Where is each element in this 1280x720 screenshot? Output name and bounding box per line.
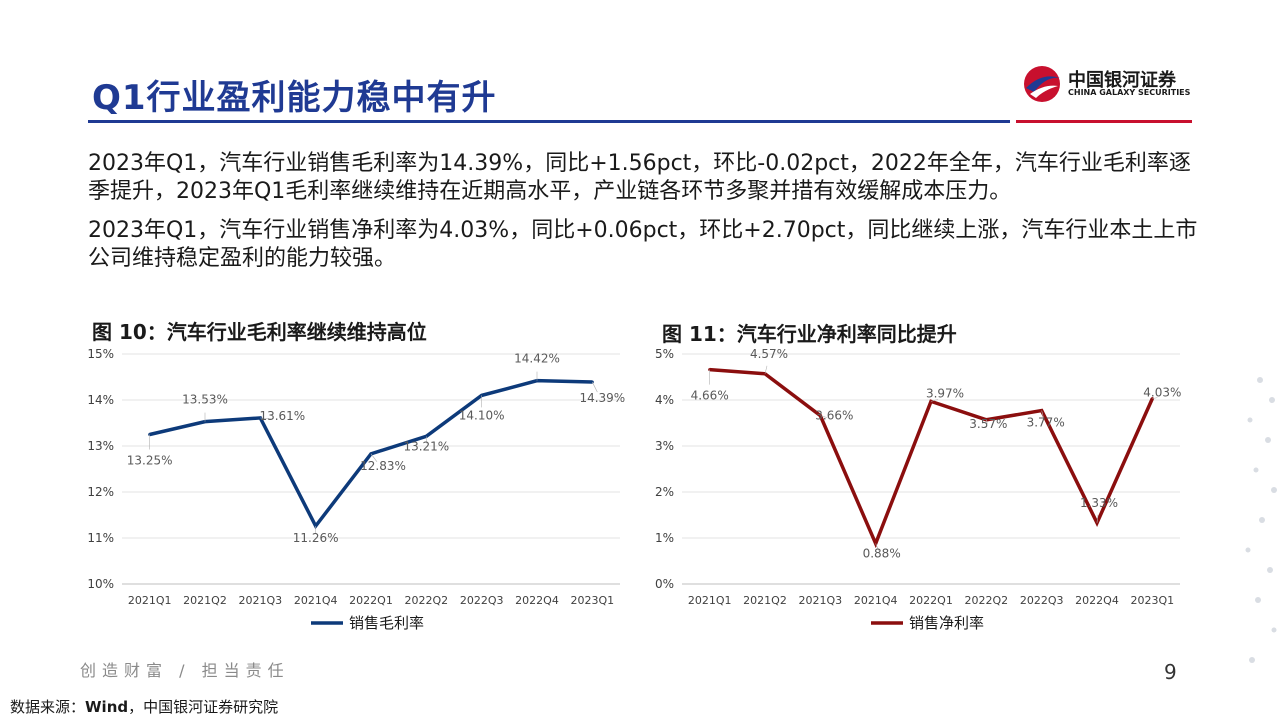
- data-label: 11.26%: [293, 531, 339, 545]
- chart-title-net-margin: 图 11：汽车行业净利率同比提升: [662, 322, 957, 346]
- y-tick-label: 13%: [87, 439, 114, 453]
- x-tick-label: 2022Q3: [1020, 594, 1064, 607]
- y-tick-label: 1%: [655, 531, 674, 545]
- company-logo: 中国银河证券 CHINA GALAXY SECURITIES: [1020, 62, 1200, 108]
- y-tick-label: 15%: [87, 347, 114, 361]
- data-label: 14.39%: [579, 391, 625, 405]
- header-rule-blue: [88, 120, 1010, 123]
- data-point: [258, 416, 262, 420]
- label-leader: [1152, 397, 1158, 399]
- label-leader: [875, 543, 879, 551]
- legend-label: 销售净利率: [909, 614, 984, 632]
- label-leader: [592, 381, 598, 393]
- data-label: 3.57%: [969, 417, 1007, 431]
- data-label: 4.66%: [691, 389, 729, 403]
- data-point: [1150, 397, 1154, 401]
- x-tick-label: 2021Q3: [799, 594, 843, 607]
- paragraph-gross-margin: 2023年Q1，汽车行业销售毛利率为14.39%，同比+1.56pct，环比-0…: [88, 151, 1191, 204]
- x-tick-label: 2021Q4: [294, 594, 338, 607]
- data-label: 13.61%: [259, 409, 305, 423]
- label-leader: [260, 417, 272, 420]
- label-leader: [986, 419, 988, 424]
- x-tick-label: 2021Q1: [688, 594, 732, 607]
- x-tick-label: 2022Q2: [965, 594, 1009, 607]
- x-tick-label: 2022Q4: [1075, 594, 1119, 607]
- data-point: [929, 399, 933, 403]
- data-label: 4.03%: [1143, 386, 1181, 400]
- data-label: 13.53%: [182, 393, 228, 407]
- y-tick-label: 10%: [87, 577, 114, 591]
- decorative-dots: [1245, 377, 1277, 663]
- x-tick-label: 2022Q4: [515, 594, 559, 607]
- source-label: 数据来源：: [10, 698, 86, 716]
- data-point: [590, 380, 594, 384]
- label-leader: [764, 365, 768, 374]
- x-tick-label: 2021Q1: [128, 594, 172, 607]
- footer-slogan: 创造财富 / 担当责任: [80, 661, 290, 680]
- page-number: 9: [1164, 660, 1177, 684]
- y-tick-label: 12%: [87, 485, 114, 499]
- chart-title-gross-margin: 图 10：汽车行业毛利率继续维持高位: [92, 320, 427, 344]
- y-tick-label: 5%: [655, 347, 674, 361]
- data-label: 3.97%: [926, 386, 964, 400]
- label-leader: [1041, 410, 1044, 419]
- y-tick-label: 2%: [655, 485, 674, 499]
- label-leader: [820, 415, 828, 418]
- x-tick-label: 2023Q1: [1131, 594, 1175, 607]
- x-tick-label: 2022Q1: [349, 594, 393, 607]
- data-label: 14.10%: [459, 408, 505, 422]
- label-leader: [1096, 514, 1099, 523]
- x-tick-label: 2021Q4: [854, 594, 898, 607]
- y-tick-label: 4%: [655, 393, 674, 407]
- paragraph-net-margin: 2023年Q1，汽车行业销售净利率为4.03%，同比+0.06pct，环比+2.…: [88, 218, 1198, 271]
- data-label: 1.33%: [1080, 496, 1118, 510]
- data-label: 0.88%: [863, 547, 901, 561]
- source-wind: Wind: [85, 698, 129, 716]
- label-leader: [370, 453, 378, 462]
- data-label: 12.83%: [360, 459, 406, 473]
- chart-gross-margin: 10% 11% 12% 13% 14% 15% 2021Q1 2021Q2 2021Q3 2021…: [87, 347, 625, 632]
- y-tick-label: 0%: [655, 577, 674, 591]
- data-label: 3.66%: [815, 409, 853, 423]
- logo-text-cn: 中国银河证券: [1068, 70, 1176, 91]
- label-leader: [930, 399, 939, 402]
- x-tick-label: 2021Q3: [239, 594, 283, 607]
- data-point: [818, 414, 822, 418]
- logo-text-en: CHINA GALAXY SECURITIES: [1068, 88, 1191, 97]
- galaxy-logo-icon: [1024, 66, 1060, 102]
- data-source: 数据来源：Wind，中国银河证券研究院: [10, 696, 278, 717]
- source-rest: ，中国银河证券研究院: [128, 698, 279, 716]
- chart-net-margin: 0% 1% 2% 3% 4% 5% 2021Q1 2021Q2 2021Q3 2021Q4 2022…: [655, 347, 1181, 632]
- x-tick-label: 2023Q1: [571, 594, 615, 607]
- legend-label: 销售毛利率: [349, 614, 424, 632]
- page-title: Q1行业盈利能力稳中有升: [92, 78, 497, 118]
- data-label: 13.25%: [127, 454, 173, 468]
- y-tick-label: 3%: [655, 439, 674, 453]
- header-rule-red: [1016, 120, 1192, 123]
- data-label: 3.77%: [1027, 416, 1065, 430]
- x-tick-label: 2022Q1: [909, 594, 953, 607]
- data-label: 4.57%: [750, 347, 788, 361]
- data-label: 14.42%: [514, 352, 560, 366]
- data-label: 13.21%: [403, 439, 449, 453]
- data-point: [314, 524, 318, 528]
- x-tick-label: 2021Q2: [743, 594, 787, 607]
- y-tick-label: 11%: [87, 531, 114, 545]
- data-point: [480, 393, 484, 397]
- x-tick-label: 2021Q2: [183, 594, 227, 607]
- y-tick-label: 14%: [87, 393, 114, 407]
- x-tick-label: 2022Q3: [460, 594, 504, 607]
- x-tick-label: 2022Q2: [405, 594, 449, 607]
